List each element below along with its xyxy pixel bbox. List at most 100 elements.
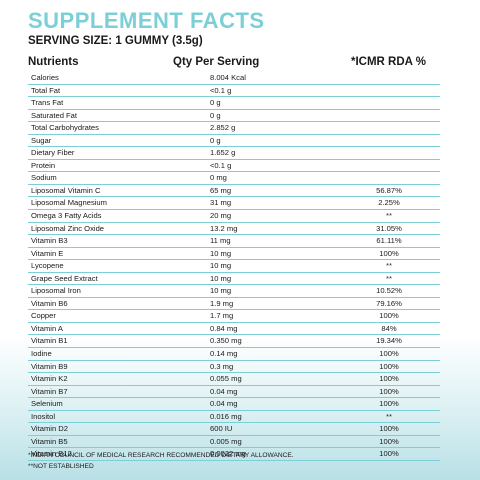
nutrient-qty: 0.350 mg [210,336,242,346]
table-row: Trans Fat 0 g [28,97,440,110]
table-row: Grape Seed Extract 10 mg ** [28,273,440,286]
nutrient-rda: 100% [379,436,399,446]
nutrient-name: Sodium [31,173,57,183]
header-nutrients: Nutrients [28,56,79,68]
nutrient-name: Vitamin B6 [31,298,68,308]
nutrient-rda: ** [386,261,392,271]
nutrient-name: Vitamin B12 [31,449,72,459]
table-row: Vitamin E 10 mg 100% [28,248,440,261]
nutrient-name: Copper [31,311,56,321]
nutrient-name: Protein [31,160,56,170]
nutrient-name: Total Carbohydrates [31,123,99,133]
table-row: Vitamin B6 1.9 mg 79.16% [28,298,440,311]
nutrient-name: Vitamin D2 [31,424,69,434]
table-row: Saturated Fat 0 g [28,110,440,123]
nutrient-qty: 0.14 mg [210,349,238,359]
nutrient-name: Vitamin B1 [31,336,68,346]
nutrient-rda: 10.52% [376,286,402,296]
nutrient-qty: 13.2 mg [210,223,238,233]
nutrient-qty: 0.3 mg [210,361,234,371]
table-row: Omega 3 Fatty Acids 20 mg ** [28,210,440,223]
nutrient-rda: 100% [379,374,399,384]
nutrient-rda: 79.16% [376,298,402,308]
table-row: Vitamin B3 11 mg 61.11% [28,235,440,248]
nutrient-qty: 10 mg [210,261,232,271]
nutrient-name: Vitamin K2 [31,374,68,384]
nutrient-qty: 0.0022 mg [210,449,246,459]
table-row: Vitamin B12 0.0022 mg 100% [28,448,440,461]
nutrient-rda: 100% [379,248,399,258]
nutrient-rda: 100% [379,449,399,459]
nutrient-qty: 0.016 mg [210,411,242,421]
nutrient-qty: <0.1 g [210,85,232,95]
nutrient-rda: 100% [379,424,399,434]
nutrient-qty: 0.005 mg [210,436,242,446]
table-row: Sugar 0 g [28,135,440,148]
nutrient-name: Vitamin B9 [31,361,68,371]
table-row: Vitamin B7 0.04 mg 100% [28,386,440,399]
table-row: Liposomal Magnesium 31 mg 2.25% [28,197,440,211]
nutrient-table: Calories 8.004 Kcal Total Fat <0.1 g Trans F… [28,72,440,461]
footnote-rda: *Indian Council of Medical Research Reco… [28,452,294,459]
table-row: Vitamin A 0.84 mg 84% [28,323,440,336]
nutrient-rda: 100% [379,361,399,371]
nutrient-name: Vitamin A [31,323,63,333]
nutrient-qty: 11 mg [210,236,231,246]
table-row: Vitamin K2 0.055 mg 100% [28,373,440,386]
nutrient-rda: 100% [379,399,399,409]
nutrient-rda: 100% [379,311,399,321]
footnote-not-established: **Not Established [28,463,94,470]
page-title: SUPPLEMENT FACTS [28,8,265,33]
table-row: Sodium 0 mg [28,172,440,185]
table-row: Liposomal Vitamin C 65 mg 56.87% [28,185,440,198]
nutrient-name: Liposomal Magnesium [31,198,107,208]
nutrient-name: Sugar [31,135,52,145]
nutrient-qty: 600 IU [210,424,233,434]
table-row: Lycopene 10 mg ** [28,260,440,273]
nutrient-qty: 0 g [210,135,221,145]
nutrient-name: Calories [31,73,59,82]
nutrient-qty: 0.055 mg [210,374,242,384]
nutrient-qty: <0.1 g [210,160,232,170]
nutrient-qty: 0 g [210,98,221,108]
nutrient-qty: 1.652 g [210,148,236,158]
nutrient-rda: 2.25% [378,198,400,208]
nutrient-name: Omega 3 Fatty Acids [31,211,102,221]
nutrient-name: Vitamin E [31,248,64,258]
nutrient-name: Dietary Fiber [31,148,75,158]
nutrient-rda: ** [386,273,392,283]
table-header: Nutrients Qty Per Serving *ICMR RDA % [28,56,440,70]
nutrient-name: Liposomal Vitamin C [31,185,101,195]
table-row: Liposomal Iron 10 mg 10.52% [28,285,440,298]
nutrient-qty: 8.004 Kcal [210,73,246,82]
table-row: Calories 8.004 Kcal [28,72,440,85]
nutrient-rda: 19.34% [376,336,402,346]
nutrient-qty: 0.04 mg [210,386,238,396]
nutrient-name: Saturated Fat [31,110,78,120]
table-row: Inositol 0.016 mg ** [28,411,440,424]
nutrient-name: Iodine [31,349,52,359]
table-row: Total Fat <0.1 g [28,85,440,98]
nutrient-rda: 61.11% [376,236,402,246]
footnotes: *Indian Council of Medical Research Reco… [28,450,294,472]
nutrient-name: Lycopene [31,261,64,271]
header-rda: *ICMR RDA % [351,56,426,68]
table-row: Vitamin D2 600 IU 100% [28,423,440,436]
nutrient-qty: 0.84 mg [210,323,238,333]
table-row: Vitamin B5 0.005 mg 100% [28,436,440,449]
table-row: Vitamin B9 0.3 mg 100% [28,361,440,374]
table-row: Vitamin B1 0.350 mg 19.34% [28,335,440,349]
nutrient-qty: 0 g [210,110,221,120]
nutrient-rda: 31.05% [376,223,402,233]
nutrient-qty: 10 mg [210,248,232,258]
nutrient-qty: 10 mg [210,286,232,296]
nutrient-name: Total Fat [31,85,61,95]
nutrient-name: Liposomal Iron [31,286,81,296]
header-qty: Qty Per Serving [173,56,260,68]
nutrient-qty: 2.852 g [210,123,236,133]
table-row: Iodine 0.14 mg 100% [28,348,440,361]
nutrient-name: Trans Fat [31,98,64,108]
table-row: Liposomal Zinc Oxide 13.2 mg 31.05% [28,223,440,236]
nutrient-qty: 31 mg [210,198,232,208]
